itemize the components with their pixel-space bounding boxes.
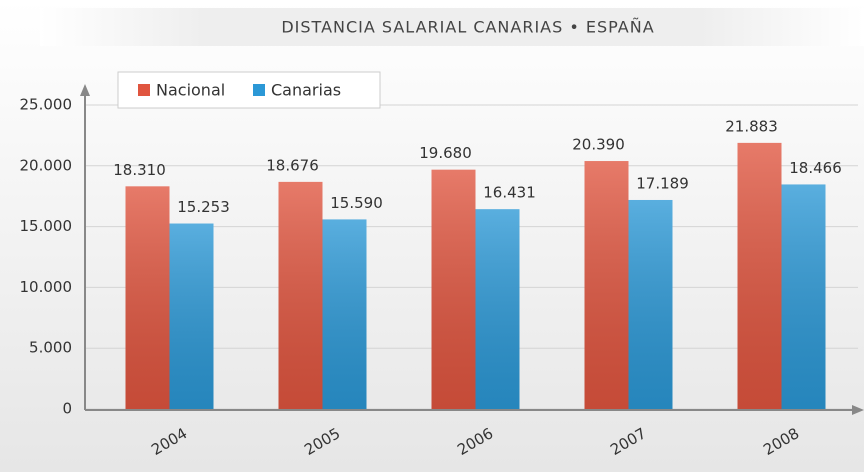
y-tick-label: 20.000 bbox=[20, 156, 73, 174]
legend-label: Nacional bbox=[156, 81, 225, 100]
data-label: 18.676 bbox=[266, 156, 319, 174]
data-label: 19.680 bbox=[419, 144, 472, 162]
bar-shade bbox=[737, 142, 782, 410]
data-label: 15.590 bbox=[330, 194, 383, 212]
y-tick-label: 15.000 bbox=[20, 217, 73, 235]
bar-shade bbox=[628, 199, 673, 409]
legend-swatch bbox=[138, 84, 150, 96]
bar-shade bbox=[475, 209, 520, 409]
bar-shade bbox=[278, 181, 323, 409]
data-label: 21.883 bbox=[725, 117, 778, 135]
legend-label: Canarias bbox=[271, 81, 341, 100]
x-axis-arrow bbox=[852, 405, 864, 415]
bar-shade bbox=[584, 161, 629, 409]
bar-shade bbox=[169, 223, 214, 409]
legend bbox=[117, 71, 381, 109]
y-tick-label: 5.000 bbox=[29, 339, 72, 357]
data-label: 18.310 bbox=[113, 161, 166, 179]
data-label: 18.466 bbox=[789, 159, 842, 177]
bar-shade bbox=[322, 219, 367, 409]
y-tick-label: 25.000 bbox=[20, 96, 73, 114]
data-label: 20.390 bbox=[572, 136, 625, 154]
data-label: 16.431 bbox=[483, 184, 536, 202]
bar-shade bbox=[781, 184, 826, 409]
title-band bbox=[40, 8, 864, 46]
bar-shade bbox=[125, 186, 170, 409]
y-tick-label: 10.000 bbox=[20, 278, 73, 296]
legend-swatch bbox=[253, 84, 265, 96]
y-tick-label: 0 bbox=[62, 400, 72, 418]
y-axis-arrow bbox=[80, 84, 90, 96]
plot bbox=[86, 104, 858, 410]
data-label: 17.189 bbox=[636, 174, 689, 192]
chart-title: DISTANCIA SALARIAL CANARIAS • ESPAÑA bbox=[281, 18, 654, 37]
bar-shade bbox=[431, 169, 476, 409]
data-label: 15.253 bbox=[177, 198, 230, 216]
